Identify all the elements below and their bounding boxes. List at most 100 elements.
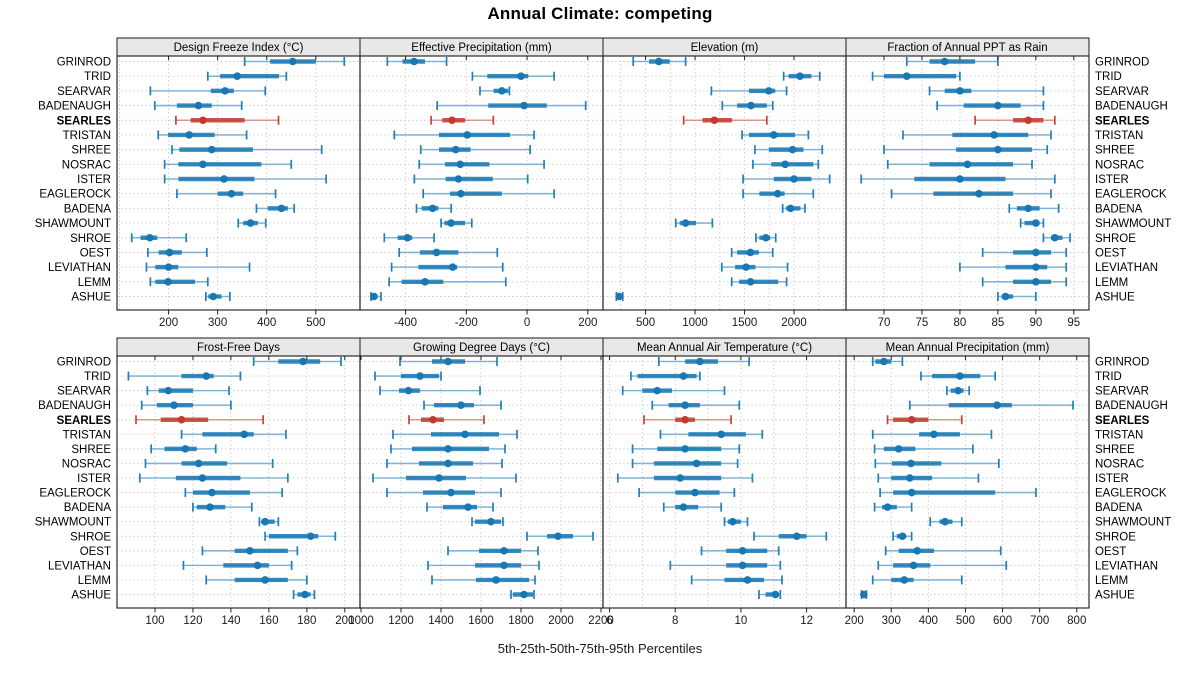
median-dot [746, 278, 755, 286]
median-dot [940, 57, 949, 66]
site-label-right-badenaugh: BADENAUGH [1095, 400, 1168, 412]
median-dot [487, 517, 495, 526]
site-label-left-badenaugh: BADENAUGH [38, 101, 111, 113]
tick-label: 500 [306, 317, 325, 329]
percentile-row-shroe [892, 531, 913, 541]
percentile-row-trid [206, 71, 288, 81]
percentile-row-searvar [379, 386, 481, 396]
percentile-row-trid [630, 371, 701, 381]
median-dot [691, 488, 699, 497]
median-dot [769, 131, 778, 139]
median-dot [520, 590, 528, 599]
median-dot [1024, 204, 1033, 213]
site-label-right-tristan: TRISTAN [1095, 429, 1143, 441]
percentile-row-searles [886, 415, 963, 425]
percentile-row-shree [873, 444, 974, 454]
percentile-row-ister [616, 473, 754, 483]
median-dot [941, 517, 949, 526]
tick-label: -200 [455, 317, 478, 329]
site-label-left-eaglerock: EAGLEROCK [39, 488, 111, 500]
percentile-row-eaglerock [890, 189, 1052, 199]
median-dot [432, 248, 441, 257]
median-dot [456, 160, 465, 169]
median-dot [1032, 278, 1040, 286]
percentile-row-ashue [615, 292, 624, 301]
percentile-row-lemm [690, 575, 783, 585]
percentile-row-oest [884, 546, 1002, 556]
median-dot [994, 145, 1002, 154]
tick-label: 140 [221, 615, 240, 627]
percentile-row-nosrac [386, 458, 503, 468]
median-dot [994, 101, 1002, 110]
percentile-row-lemm [871, 575, 963, 585]
percentile-row-grinrod [386, 57, 448, 66]
median-dot [679, 503, 688, 511]
percentile-row-tristan [392, 429, 518, 439]
median-dot [207, 145, 216, 154]
panel-mean-annual-air-temperature-c: Mean Annual Air Temperature (°C) 6 8 10 12 [602, 337, 847, 627]
percentile-row-searles [974, 115, 1056, 125]
median-dot [428, 204, 437, 213]
tick-label: 2200 [588, 615, 614, 627]
site-label-right-shree: SHREE [1095, 444, 1135, 456]
site-label-left-searvar: SEARVAR [57, 386, 111, 398]
tick-label: 8 [672, 615, 678, 627]
percentile-row-grinrod [252, 357, 342, 366]
median-dot [906, 474, 914, 482]
median-dot [788, 145, 797, 154]
percentile-row-leviathan [669, 560, 782, 570]
median-dot [681, 445, 689, 453]
panel-effective-precipitation-mm: Effective Precipitation (mm) -400 -200 0 200 [359, 37, 604, 329]
median-dot [786, 204, 795, 213]
median-dot [164, 263, 173, 271]
tick-label: 300 [882, 615, 901, 627]
percentile-row-trid [871, 71, 961, 81]
median-dot [930, 430, 938, 439]
tick-label: 500 [636, 317, 655, 329]
median-dot [448, 263, 457, 271]
median-dot [199, 116, 207, 125]
tick-label: 1800 [508, 615, 534, 627]
site-label-left-grinrod: GRINROD [57, 57, 111, 69]
site-label-left-searles: SEARLES [57, 115, 112, 127]
median-dot [710, 116, 719, 125]
site-label-left-trid: TRID [84, 371, 111, 383]
panel-strip-title: Mean Annual Precipitation (mm) [886, 342, 1050, 354]
tick-label: 75 [916, 317, 929, 329]
median-dot [299, 357, 307, 366]
median-dot [177, 415, 186, 424]
percentile-row-shawmount [929, 517, 963, 527]
site-label-right-shree: SHREE [1095, 145, 1135, 157]
panel-border [845, 55, 1090, 311]
percentile-row-badena [415, 203, 452, 213]
median-dot [146, 233, 154, 242]
site-label-left-nosrac: NOSRAC [62, 159, 111, 171]
percentile-row-trid [471, 71, 555, 81]
percentile-row-tristan [902, 130, 1052, 140]
percentile-row-oest [447, 546, 539, 556]
tick-label: 700 [1030, 615, 1049, 627]
percentile-row-searles [682, 115, 768, 125]
median-dot [781, 160, 789, 169]
percentile-row-grinrod [243, 57, 346, 66]
median-dot [681, 401, 689, 409]
median-dot [764, 87, 773, 95]
site-label-left-leviathan: LEVIATHAN [48, 262, 111, 274]
tick-label: 100 [145, 615, 164, 627]
site-label-right-badena: BADENA [1095, 502, 1143, 514]
median-dot [498, 87, 506, 95]
panel-mean-annual-precipitation-mm: Mean Annual Precipitation (mm) 200 300 400 5… [845, 337, 1090, 627]
panel-border [116, 355, 361, 609]
median-dot [894, 445, 903, 453]
median-dot [1032, 248, 1040, 257]
percentile-row-lemm [388, 277, 507, 287]
panel-border [845, 355, 1090, 609]
percentile-row-lemm [431, 575, 536, 585]
median-dot [681, 219, 690, 227]
median-dot [306, 532, 315, 541]
percentile-row-shroe [755, 233, 777, 243]
site-label-left-shawmount: SHAWMOUNT [35, 218, 111, 230]
median-dot [746, 248, 755, 257]
site-label-left-shawmount: SHAWMOUNT [35, 517, 111, 529]
percentile-row-tristan [871, 429, 993, 439]
